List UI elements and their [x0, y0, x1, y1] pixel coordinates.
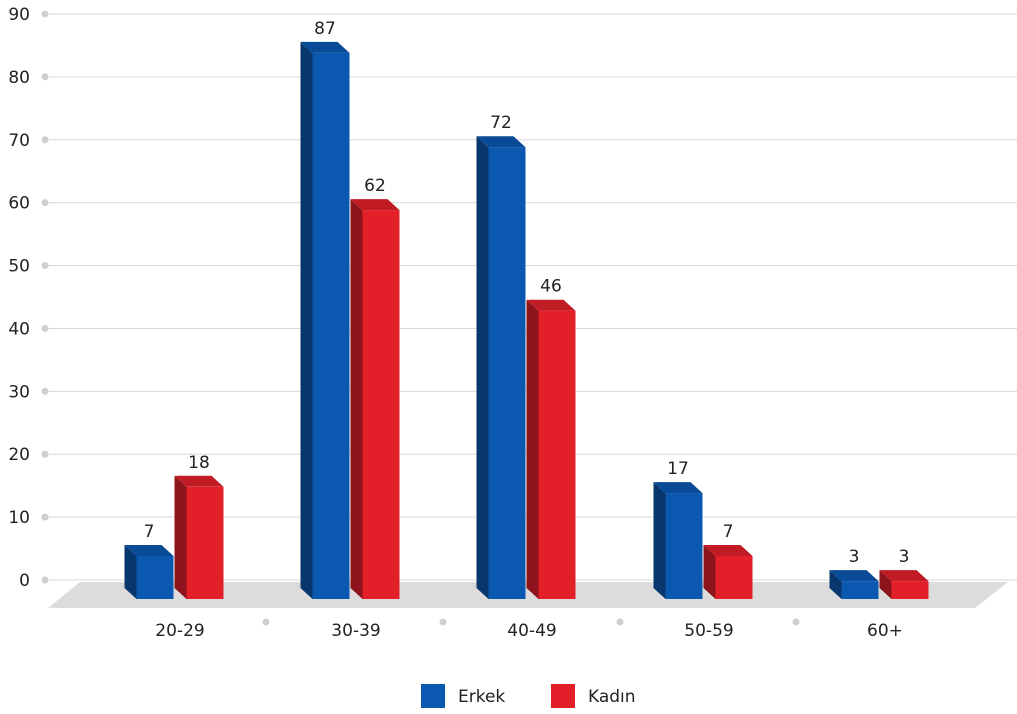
- bar-erkek-40-49: [476, 136, 526, 599]
- bar-kadın-40-49: [526, 299, 576, 599]
- y-tick-label: 0: [19, 571, 30, 591]
- y-tick-dot: [41, 199, 49, 207]
- y-tick-label: 90: [8, 5, 30, 25]
- bar-erkek-20-29: [124, 544, 174, 599]
- bar-front: [891, 581, 929, 599]
- bar-top: [703, 544, 753, 556]
- bar-top: [526, 299, 576, 311]
- legend-label: Erkek: [458, 687, 505, 707]
- x-tick-label: 50-59: [684, 621, 733, 641]
- data-label: 72: [490, 113, 512, 133]
- bar-side: [300, 41, 313, 600]
- x-tick-label: 40-49: [507, 621, 556, 641]
- y-tick-dot: [41, 262, 49, 270]
- bar-front: [362, 210, 400, 600]
- data-label: 62: [364, 176, 386, 196]
- bar-top: [829, 570, 879, 582]
- y-tick-label: 30: [8, 382, 30, 402]
- floor-plane: [48, 582, 1008, 608]
- chart-floor: [48, 582, 1008, 608]
- data-label: 87: [314, 19, 336, 39]
- bar-front: [488, 147, 526, 599]
- legend-swatch: [421, 684, 445, 708]
- y-tick-dot: [41, 10, 49, 18]
- bar-top: [476, 136, 526, 148]
- bar-front: [715, 555, 753, 599]
- data-label: 17: [667, 459, 689, 479]
- bar-erkek-30-39: [300, 41, 350, 600]
- data-label: 7: [723, 522, 734, 542]
- y-tick-dot: [41, 513, 49, 521]
- bar-front: [538, 310, 576, 599]
- y-tick-label: 20: [8, 445, 30, 465]
- bar-top: [879, 570, 929, 582]
- y-tick-dot: [41, 387, 49, 395]
- data-label: 3: [899, 547, 910, 567]
- bar-side: [174, 475, 187, 599]
- bar-front: [665, 493, 703, 599]
- bar-side: [703, 544, 716, 599]
- data-label: 3: [849, 547, 860, 567]
- legend-item-erkek: Erkek: [421, 684, 505, 708]
- x-separator-dot: [616, 618, 624, 626]
- bar-kadın-30-39: [350, 199, 400, 600]
- y-tick-dot: [41, 324, 49, 332]
- data-label: 7: [144, 522, 155, 542]
- x-separator-dot: [792, 618, 800, 626]
- x-tick-label: 20-29: [155, 621, 204, 641]
- y-tick-label: 70: [8, 131, 30, 151]
- bar-kadın-60+: [879, 570, 929, 599]
- y-tick-label: 60: [8, 194, 30, 214]
- data-labels: 7 18 87 62 72 46 17 7 3 3: [144, 19, 910, 567]
- x-tick-label: 60+: [867, 621, 903, 641]
- bar-top: [350, 199, 400, 211]
- bar-side: [829, 570, 842, 599]
- bar-side: [879, 570, 892, 599]
- bar-kadın-20-29: [174, 475, 224, 599]
- bar-front: [841, 581, 879, 599]
- bar-top: [124, 544, 174, 556]
- legend-label: Kadın: [588, 687, 636, 707]
- bar-side: [526, 299, 539, 599]
- x-separator-dot: [262, 618, 270, 626]
- legend-item-kadın: Kadın: [551, 684, 636, 708]
- data-label: 18: [188, 453, 210, 473]
- y-tick-label: 40: [8, 319, 30, 339]
- data-label: 46: [540, 277, 562, 297]
- bar-front: [136, 555, 174, 599]
- y-tick-label: 10: [8, 508, 30, 528]
- x-separator-dot: [439, 618, 447, 626]
- bar-top: [653, 482, 703, 494]
- bar-erkek-60+: [829, 570, 879, 599]
- legend: Erkek Kadın: [421, 684, 636, 708]
- bar-erkek-50-59: [653, 482, 703, 599]
- bar-front: [186, 486, 224, 599]
- bar-top: [174, 475, 224, 487]
- y-tick-label: 80: [8, 68, 30, 88]
- y-tick-dot: [41, 73, 49, 81]
- x-tick-label: 30-39: [331, 621, 380, 641]
- bar-top: [300, 41, 350, 53]
- x-axis: 20-29 30-39 40-49 50-59 60+: [155, 618, 903, 641]
- y-tick-label: 50: [8, 257, 30, 277]
- bar-side: [124, 544, 137, 599]
- y-tick-dot: [41, 136, 49, 144]
- bar-side: [350, 199, 363, 600]
- y-tick-dot: [41, 576, 49, 584]
- bars: [124, 41, 929, 600]
- bar-side: [476, 136, 489, 599]
- bar-front: [312, 52, 350, 600]
- y-tick-dot: [41, 450, 49, 458]
- y-axis: 0 10 20 30 40 50 60 70 80 90: [8, 5, 49, 591]
- legend-swatch: [551, 684, 575, 708]
- bar-kadın-50-59: [703, 544, 753, 599]
- bar-side: [653, 482, 666, 599]
